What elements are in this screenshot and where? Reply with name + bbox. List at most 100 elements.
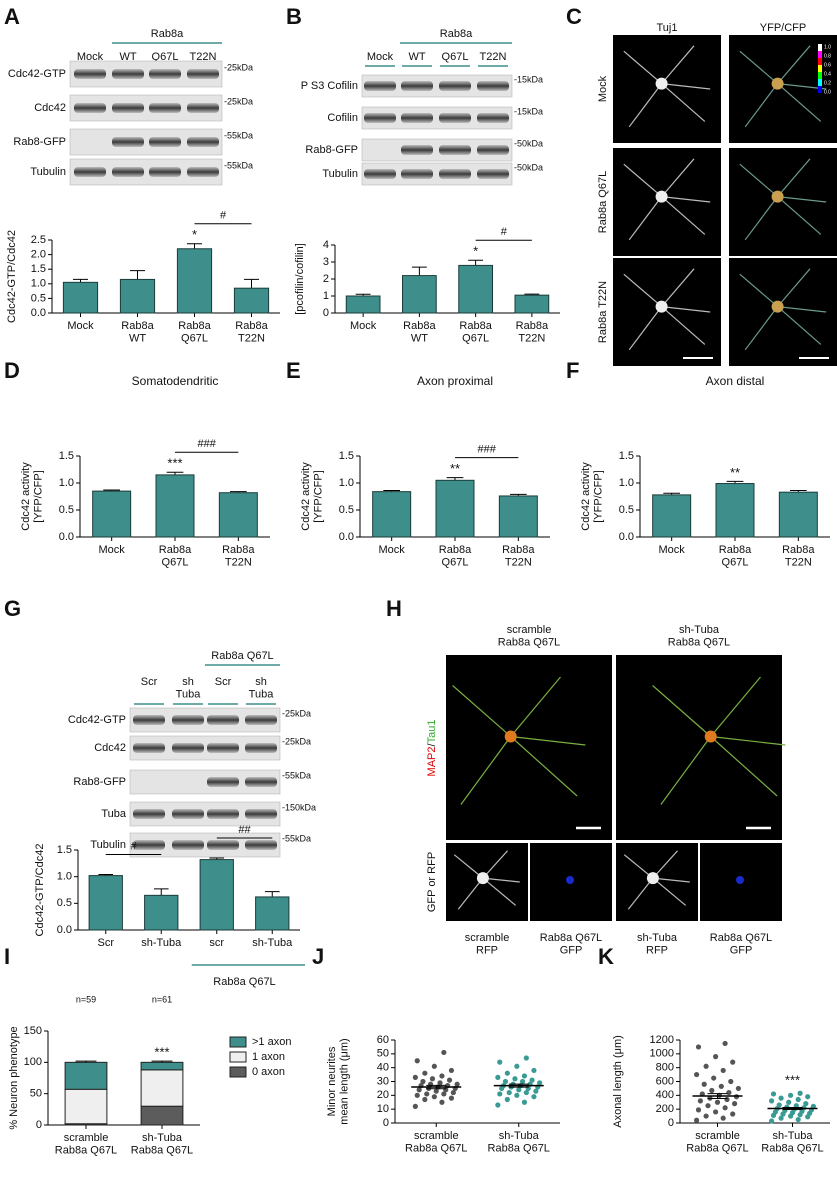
blot-band <box>149 69 181 79</box>
text-line: Rab8a <box>502 544 535 556</box>
blot-band <box>245 715 277 725</box>
blot-band <box>207 715 239 725</box>
blot-row-label: Tubulin <box>30 166 66 178</box>
data-point <box>514 1092 520 1098</box>
blot-band <box>401 81 433 91</box>
neurite <box>661 196 706 235</box>
blot-marker: -150kDa <box>282 802 316 812</box>
significance-label: * <box>192 227 197 242</box>
neurite <box>777 306 827 313</box>
blot-band <box>172 809 204 819</box>
x-tick-label: sh-Tuba <box>141 937 182 949</box>
significance-label: * <box>473 244 478 259</box>
data-point <box>519 1078 526 1085</box>
blot-strip <box>361 138 513 162</box>
panel-letter: F <box>566 358 579 383</box>
y-tick-label: 20 <box>377 1089 389 1101</box>
x-tick-label: Rab8a T22N <box>516 320 549 345</box>
blot-band <box>74 167 106 177</box>
text-line: Q67L <box>462 333 489 345</box>
panel-letter: K <box>598 944 614 969</box>
blot-band <box>187 69 219 79</box>
x-tick-label: sh-Tuba Rab8a Q67L <box>761 1130 823 1155</box>
blot-band <box>133 809 165 819</box>
blot-band <box>364 169 396 179</box>
y-tick-label: 1.5 <box>59 450 74 462</box>
y-tick-label: 30 <box>377 1075 389 1087</box>
blot-row-label: Cdc42-GTP <box>8 68 66 80</box>
comparison-label: # <box>220 210 227 222</box>
bar <box>778 491 818 538</box>
neurite <box>777 268 811 307</box>
bar <box>372 491 412 538</box>
text-line: scramble <box>64 1132 109 1144</box>
data-point <box>523 1055 529 1061</box>
bar <box>435 479 475 538</box>
data-point <box>699 1091 705 1097</box>
data-point <box>439 1099 445 1105</box>
x-tick-label: sh-Tuba Rab8a Q67L <box>131 1132 193 1157</box>
blot-band <box>149 137 181 147</box>
colorbar-step <box>818 72 822 79</box>
blot-band <box>245 743 277 753</box>
panel-letter: D <box>4 358 20 383</box>
soma <box>655 300 668 313</box>
y-tick-label: 1 <box>323 290 329 302</box>
x-tick-label: sh-Tuba <box>252 937 293 949</box>
y-axis-label: % Neuron phenotype <box>8 1026 20 1129</box>
data-point <box>695 1107 702 1113</box>
y-tick-label: 50 <box>377 1048 389 1060</box>
lane-label: Mock <box>77 51 104 63</box>
error-bar <box>264 891 280 897</box>
text-line: scramble <box>507 624 552 636</box>
comparison-label: ## <box>238 824 251 836</box>
text-line: Rab8a <box>159 544 192 556</box>
blot-band <box>133 743 165 753</box>
text-line: Cdc42 activity <box>300 462 312 531</box>
data-point <box>516 1087 522 1093</box>
data-point <box>414 1058 420 1064</box>
image-row-label: GFP or RFP <box>426 852 438 912</box>
lane-label: T22N <box>190 51 217 63</box>
bar-segment <box>140 1105 184 1126</box>
text-line: Rab8a <box>439 544 472 556</box>
blot-band <box>187 103 219 113</box>
colorbar-label: 0.8 <box>824 53 831 59</box>
soma <box>771 190 784 203</box>
text-line: GFP <box>560 945 583 957</box>
data-point <box>730 1111 736 1117</box>
y-tick-label: 0.0 <box>339 531 354 543</box>
blot-marker: -50kDa <box>514 138 543 148</box>
blot-band <box>401 113 433 123</box>
text-line: Rab8a Q67L <box>540 932 602 944</box>
bar <box>176 248 213 314</box>
colorbar-label: 0.0 <box>824 89 831 95</box>
text-line: [YFP/CFP] <box>33 470 45 523</box>
neurite <box>623 50 662 85</box>
soma <box>655 77 668 90</box>
text-line: scramble <box>465 932 510 944</box>
neurite <box>457 877 484 910</box>
text-line: Rab8a <box>719 544 752 556</box>
x-tick-label: Mock <box>659 544 686 556</box>
legend-swatch <box>229 1051 247 1063</box>
data-point <box>722 1105 728 1111</box>
panel-letter: H <box>386 596 402 621</box>
text-line: Rab8a <box>121 320 154 332</box>
image-bottom-label: Rab8a Q67L GFP <box>540 932 602 957</box>
blot-group-label: Rab8a Q67L <box>211 650 273 662</box>
data-point <box>422 1096 428 1103</box>
data-point <box>502 1078 509 1085</box>
blot-band <box>172 715 204 725</box>
colorbar-label: 1.0 <box>824 44 831 50</box>
data-point <box>788 1092 794 1098</box>
colorbar-label: 0.6 <box>824 62 831 68</box>
y-tick-label: 1.5 <box>31 263 46 275</box>
neurite <box>660 736 712 805</box>
y-tick-label: 2.0 <box>31 249 46 261</box>
bar-segment <box>140 1069 184 1107</box>
blot-band <box>207 743 239 753</box>
stain-green: Tau1 <box>426 720 438 744</box>
neurite <box>777 158 811 197</box>
data-point <box>424 1091 430 1097</box>
